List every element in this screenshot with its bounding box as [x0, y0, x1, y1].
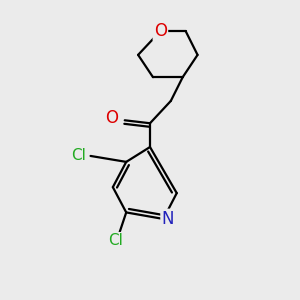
Text: O: O	[105, 109, 118, 127]
Text: N: N	[162, 210, 174, 228]
Text: Cl: Cl	[108, 233, 123, 248]
Text: Cl: Cl	[71, 148, 86, 164]
Text: O: O	[154, 22, 167, 40]
